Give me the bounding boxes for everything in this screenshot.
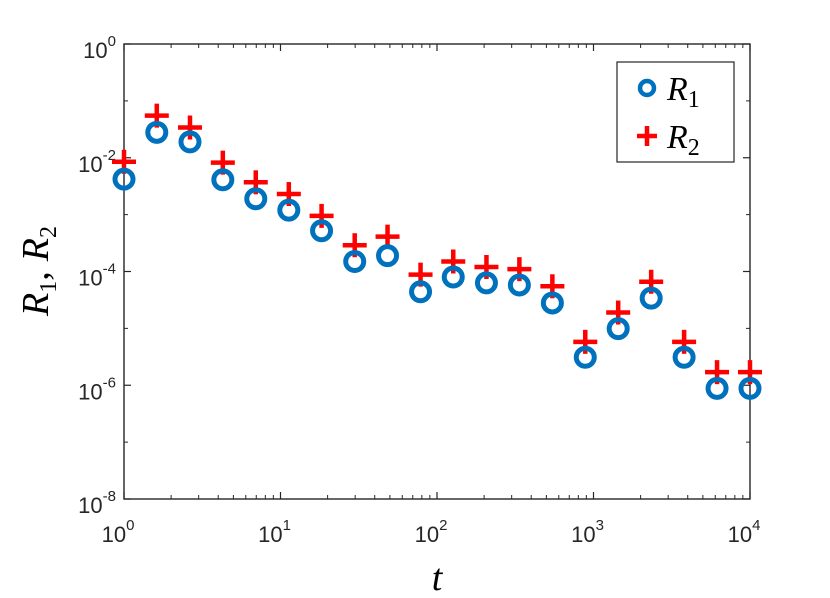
point-r1 [376,244,400,268]
point-r1 [244,187,268,211]
y-title-r1-sub: 1 [36,281,62,293]
legend-label-r1: R1 [666,71,700,113]
legend-marker-r1 [637,78,657,98]
point-r1 [474,271,498,295]
legend-r2-sub: 2 [688,135,700,161]
point-r1 [211,168,235,192]
series-r1 [112,120,762,400]
x-axis: 100 101 102 103 104 [102,44,761,547]
x-tick-label: 103 [571,517,604,547]
point-r1 [639,286,663,310]
y-title-sep: , [15,271,57,281]
legend-r1-base: R [666,71,688,108]
point-r1 [738,376,762,400]
point-r1 [441,265,465,289]
point-r1 [112,167,136,191]
point-r1 [310,219,334,243]
x-tick-label: 104 [728,517,761,547]
legend-r1-sub: 1 [688,87,700,113]
y-tick-label: 10-8 [78,488,116,518]
x-tick-label: 101 [258,517,291,547]
point-r1 [277,198,301,222]
point-r1 [507,273,531,297]
legend-r2-base: R [666,119,688,156]
y-tick-label: 100 [83,33,116,63]
x-tick-label: 100 [102,517,135,547]
y-axis: 100 10-2 10-4 10-6 10-8 [78,33,750,518]
x-axis-title: t [432,557,444,598]
point-r2 [177,115,202,140]
y-tick-label: 10-4 [78,261,116,291]
point-r1 [606,317,630,341]
legend: R1 R2 [616,61,735,163]
point-r1 [705,376,729,400]
y-title-r1-base: R [15,293,57,317]
point-r1 [409,280,433,304]
y-title-r2-base: R [15,238,57,262]
point-r1 [540,291,564,315]
point-r1 [573,345,597,369]
x-tick-label: 102 [415,517,448,547]
y-tick-label: 10-6 [78,374,116,404]
point-r1 [178,130,202,154]
y-tick-label: 10-2 [78,147,116,177]
legend-label-r2: R2 [666,119,700,161]
point-r1 [145,120,169,144]
legend-marker-r2 [637,126,657,146]
point-r1 [672,345,696,369]
point-r1 [343,249,367,273]
y-axis-title: R1,R2 [15,226,62,317]
y-title-r2-sub: 2 [36,226,62,238]
legend-box [616,61,735,163]
